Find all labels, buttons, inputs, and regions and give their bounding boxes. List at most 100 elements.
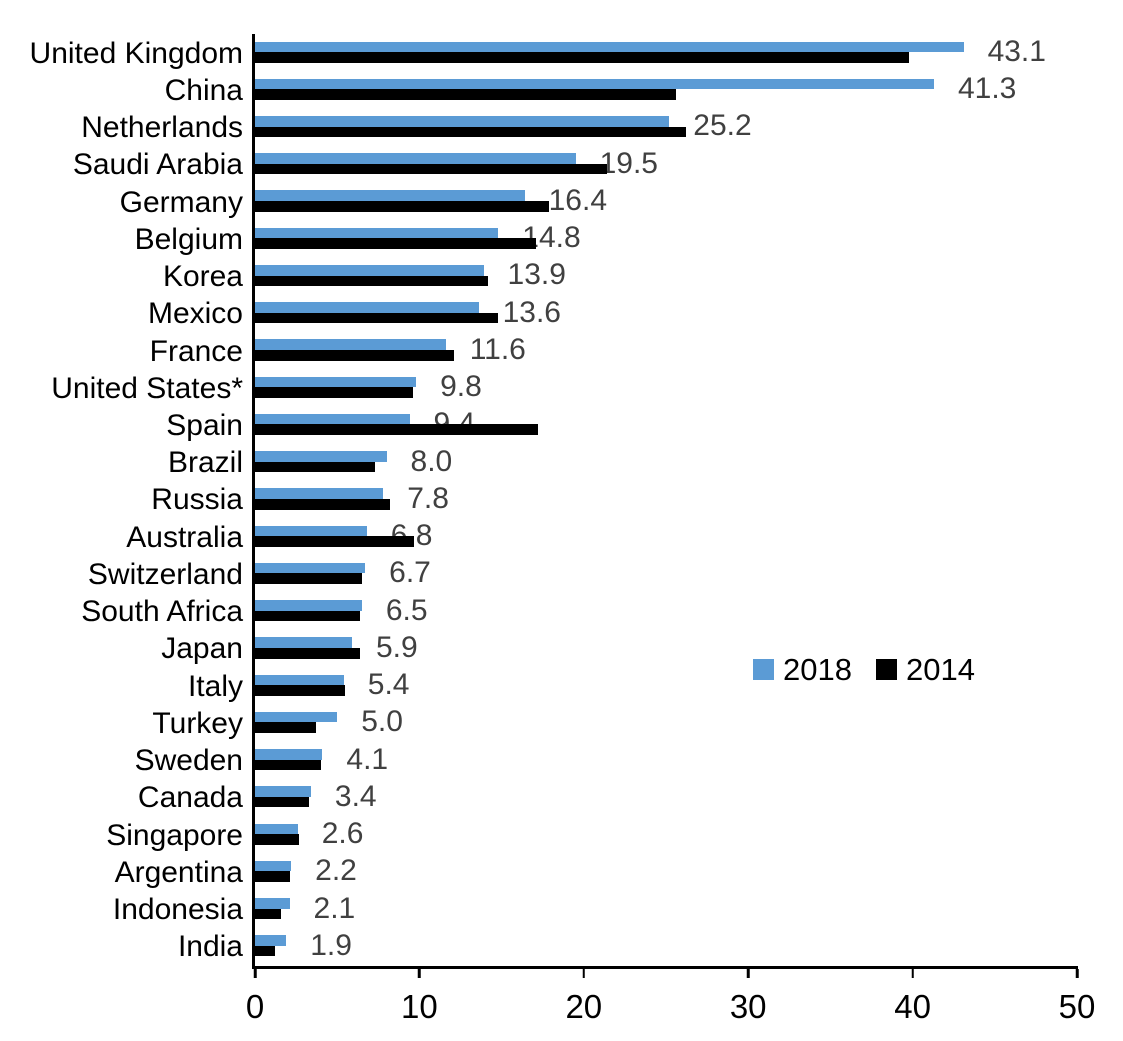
bar-2018 bbox=[255, 600, 362, 611]
category-label: Australia bbox=[126, 520, 243, 554]
x-axis-tick-label: 30 bbox=[729, 988, 767, 1025]
bar-2018 bbox=[255, 227, 499, 239]
chart-row: South Africa 6.5 bbox=[81, 593, 1077, 631]
chart-row: Indonesia 2.1 bbox=[113, 891, 1077, 929]
bar-2018 bbox=[255, 302, 479, 313]
chart-row: Singapore 2.6 bbox=[106, 817, 1077, 854]
x-axis-tick bbox=[418, 968, 421, 978]
bar-2018 bbox=[255, 78, 934, 90]
value-label: 41.3 bbox=[957, 72, 1017, 106]
bar-2018 bbox=[255, 637, 352, 648]
value-label: 5.4 bbox=[367, 668, 410, 702]
chart-row: Saudi Arabia 19.5 bbox=[73, 146, 1077, 184]
x-axis-tick bbox=[582, 968, 586, 978]
category-label: Argentina bbox=[114, 855, 243, 889]
bar-2014 bbox=[255, 908, 282, 920]
category-label: France bbox=[149, 334, 243, 368]
bar-2018 bbox=[255, 749, 323, 760]
value-label: 3.4 bbox=[334, 779, 377, 813]
bar-2018 bbox=[255, 41, 964, 53]
category-label: Korea bbox=[162, 260, 243, 294]
category-label: Saudi Arabia bbox=[72, 148, 243, 182]
value-label: 2.6 bbox=[321, 817, 364, 851]
bar-2014 bbox=[255, 945, 275, 957]
value-label: 2.2 bbox=[315, 854, 357, 888]
legend-label-2014: 2014 bbox=[905, 652, 975, 687]
category-label: Netherlands bbox=[81, 111, 243, 145]
x-axis-tick bbox=[746, 968, 750, 978]
bar-2014 bbox=[255, 759, 321, 771]
chart-row: Japan 5.9 bbox=[161, 631, 1077, 668]
chart-row: Spain 9.4 bbox=[166, 407, 1077, 444]
bar-2014 bbox=[255, 722, 316, 733]
chart-row: India 1.9 bbox=[178, 928, 1077, 966]
bar-2014 bbox=[255, 89, 676, 100]
chart-row: United Kingdom 43.1 bbox=[30, 35, 1077, 72]
bar-2014 bbox=[255, 312, 499, 324]
bar-2014 bbox=[255, 275, 489, 287]
chart-row: China 41.3 bbox=[165, 72, 1077, 109]
chart-row: Italy 5.4 bbox=[188, 668, 1077, 705]
chart-row: Russia 7.8 bbox=[151, 482, 1077, 519]
bar-2018 bbox=[255, 190, 525, 202]
bar-2018 bbox=[255, 898, 290, 909]
category-label: United States* bbox=[51, 371, 243, 405]
chart-row: Germany 16.4 bbox=[120, 183, 1077, 221]
category-label: Brazil bbox=[167, 446, 243, 480]
bar-2014 bbox=[255, 610, 361, 622]
bar-2014 bbox=[255, 573, 362, 585]
chart-row: Brazil 8.0 bbox=[168, 445, 1077, 482]
category-label: Switzerland bbox=[87, 557, 243, 591]
category-label: Singapore bbox=[106, 818, 243, 852]
bar-2014 bbox=[255, 163, 607, 175]
legend-label-2018: 2018 bbox=[783, 652, 852, 687]
bar-2018 bbox=[255, 860, 292, 872]
category-label: Belgium bbox=[134, 222, 243, 256]
chart-row: Netherlands 25.2 bbox=[81, 109, 1077, 146]
value-label: 16.4 bbox=[548, 183, 607, 217]
chart-row: Canada 3.4 bbox=[138, 779, 1077, 817]
value-label: 13.9 bbox=[507, 258, 566, 292]
bar-2018 bbox=[255, 413, 410, 425]
category-label: Germany bbox=[119, 185, 243, 219]
value-label: 9.8 bbox=[440, 370, 482, 404]
category-label: Mexico bbox=[147, 297, 243, 331]
bar-2018 bbox=[255, 786, 311, 797]
bar-2014 bbox=[255, 685, 346, 696]
bar-2014 bbox=[255, 126, 686, 138]
bar-2014 bbox=[255, 871, 290, 882]
chart-row: Mexico 13.6 bbox=[148, 295, 1077, 333]
bar-2018 bbox=[255, 488, 384, 499]
value-label: 6.7 bbox=[389, 556, 431, 590]
chart-row: Australia 6.8 bbox=[126, 519, 1077, 556]
legend-swatch-2018-icon bbox=[753, 659, 774, 680]
value-label: 2.1 bbox=[313, 891, 356, 925]
category-label: Indonesia bbox=[112, 893, 243, 927]
bar-2014 bbox=[255, 461, 375, 473]
chart-row: Switzerland 6.7 bbox=[88, 556, 1077, 593]
bar-2014 bbox=[255, 350, 454, 361]
bar-2018 bbox=[255, 674, 344, 686]
legend: 2018 2014 bbox=[753, 654, 975, 685]
bar-2018 bbox=[255, 376, 417, 388]
category-label: United Kingdom bbox=[29, 36, 243, 70]
chart-row: Turkey 5.0 bbox=[152, 705, 1077, 742]
value-label: 6.5 bbox=[385, 593, 428, 627]
category-label: Spain bbox=[166, 409, 243, 442]
value-label: 1.9 bbox=[310, 928, 352, 962]
legend-item-2018: 2018 bbox=[753, 654, 852, 685]
bar-2018 bbox=[255, 153, 576, 164]
value-label: 13.6 bbox=[502, 295, 561, 329]
x-axis-tick-label: 20 bbox=[565, 988, 603, 1025]
x-axis-tick bbox=[253, 968, 257, 978]
value-label: 25.2 bbox=[693, 109, 752, 143]
chart-row: France 11.6 bbox=[150, 333, 1077, 370]
chart-row: Argentina 2.2 bbox=[115, 854, 1077, 891]
x-axis-tick bbox=[1075, 968, 1079, 978]
category-label: South Africa bbox=[81, 595, 243, 629]
x-axis-tick-label: 10 bbox=[401, 988, 438, 1025]
bar-2014 bbox=[255, 387, 413, 398]
bar-2014 bbox=[255, 498, 390, 510]
bar-2018 bbox=[255, 562, 366, 574]
value-label: 19.5 bbox=[599, 146, 658, 180]
